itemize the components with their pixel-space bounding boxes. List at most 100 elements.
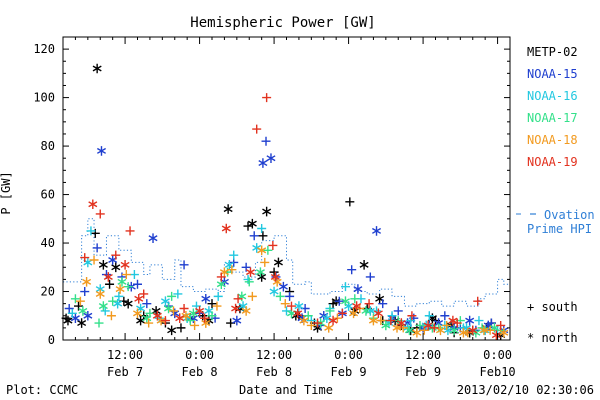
noaa-17-south-point: [108, 296, 118, 306]
noaa-18-north-point: [257, 245, 267, 256]
x-tick-date: Feb 9: [405, 365, 441, 379]
noaa-17-north-point: [449, 325, 459, 336]
legend-entry: NOAA-18: [527, 133, 578, 147]
noaa-15-north-point: [170, 308, 180, 319]
noaa-19-south-point: [286, 301, 296, 311]
metp-02-north-point: [98, 260, 108, 270]
noaa-19-south-point: [364, 299, 374, 309]
noaa-18-north-point: [368, 315, 378, 326]
noaa-19-south-point: [313, 318, 323, 328]
metp-02-north-point: [273, 257, 283, 268]
legend-entry: METP-02: [527, 45, 578, 59]
noaa-17-north-point: [188, 308, 198, 319]
noaa-19-south-point: [95, 209, 105, 219]
noaa-18-north-point: [95, 289, 105, 299]
noaa-17-north-point: [404, 325, 414, 336]
noaa-19-north-point: [103, 272, 113, 282]
noaa-16-south-point: [229, 250, 239, 260]
x-tick-date: Feb 7: [107, 365, 143, 379]
noaa-15-south-point: [249, 231, 259, 241]
noaa-19-south-point: [80, 253, 90, 263]
noaa-16-south-point: [86, 226, 96, 236]
metp-02-north-point: [123, 298, 133, 309]
footer-timestamp: 2013/02/10 02:30:06: [457, 383, 594, 397]
noaa-17-south-point: [263, 245, 273, 255]
noaa-19-south-point: [337, 308, 347, 318]
legend-entry: NOAA-16: [527, 89, 578, 103]
data-points: [61, 63, 509, 340]
metp-02-north-point: [223, 204, 233, 214]
noaa-17-south-point: [207, 311, 217, 321]
y-tick-label: 60: [41, 188, 55, 202]
noaa-19-north-point: [152, 310, 162, 321]
noaa-18-north-point: [181, 310, 191, 321]
noaa-15-north-point: [266, 153, 276, 163]
noaa-15-north-point: [232, 315, 242, 326]
metp-02-north-point: [111, 262, 121, 273]
x-tick-time: 12:00: [405, 348, 441, 362]
noaa-17-north-point: [255, 267, 265, 277]
noaa-15-south-point: [378, 299, 388, 309]
noaa-17-north-point: [381, 320, 391, 331]
legend-symbol-note: + south: [527, 300, 578, 314]
footer-credit: Plot: CCMC: [6, 383, 78, 397]
x-axis: 12:00 Feb 7 0:00 Feb 8 12:00 Feb 8 0:00 Feb 9 12…: [62, 37, 516, 379]
noaa-17-north-point: [142, 313, 152, 323]
noaa-16-south-point: [387, 311, 397, 321]
noaa-18-north-point: [499, 327, 509, 338]
noaa-18-south-point: [106, 311, 116, 321]
noaa-18-north-point: [435, 325, 445, 336]
noaa-15-south-point: [92, 243, 102, 253]
noaa-19-north-point: [120, 260, 130, 270]
noaa-18-north-point: [412, 327, 422, 338]
noaa-18-south-point: [376, 316, 386, 326]
y-axis: 0 20 40 60 80 100 120: [33, 42, 510, 347]
legend: METP-02 NOAA-15 NOAA-16 NOAA-17 NOAA-18 NOAA-…: [516, 45, 595, 345]
noaa-16-south-point: [340, 282, 350, 292]
noaa-19-south-point: [233, 294, 243, 304]
noaa-15-north-point: [278, 281, 288, 292]
noaa-19-north-point: [328, 315, 338, 326]
noaa-16-south-point: [474, 316, 484, 326]
metp-02-south-point: [90, 228, 100, 238]
x-tick-time: 0:00: [185, 348, 214, 362]
noaa-16-south-point: [406, 316, 416, 326]
noaa-16-north-point: [113, 298, 123, 309]
noaa-18-north-point: [82, 277, 92, 287]
noaa-19-north-point: [245, 267, 255, 277]
noaa-18-north-point: [479, 325, 489, 336]
metp-02-north-point: [92, 63, 102, 74]
noaa-17-south-point: [123, 282, 133, 292]
noaa-16-south-point: [129, 270, 139, 280]
noaa-19-north-point: [195, 306, 205, 316]
noaa-19-north-point: [448, 315, 458, 326]
noaa-15-south-point: [142, 299, 152, 309]
metp-02-south-point: [176, 323, 186, 333]
noaa-17-south-point: [415, 320, 425, 330]
x-tick-date: Feb10: [480, 365, 516, 379]
noaa-15-south-point: [179, 260, 189, 270]
y-tick-label: 0: [48, 333, 55, 347]
noaa-17-north-point: [361, 306, 371, 316]
metp-02-south-point: [258, 231, 268, 241]
noaa-16-south-point: [424, 311, 434, 321]
noaa-15-south-point: [64, 303, 74, 313]
noaa-17-north-point: [78, 306, 88, 316]
noaa-19-south-point: [386, 316, 396, 326]
metp-02-north-point: [136, 315, 146, 326]
noaa-17-north-point: [117, 277, 127, 287]
noaa-17-north-point: [237, 291, 247, 302]
chart-title: Hemispheric Power [GW]: [190, 15, 375, 31]
noaa-18-south-point: [212, 301, 222, 311]
noaa-19-north-point: [175, 313, 185, 323]
noaa-16-north-point: [294, 301, 304, 311]
noaa-16-south-point: [213, 291, 223, 301]
noaa-19-north-point: [293, 308, 303, 319]
noaa-17-south-point: [325, 306, 335, 316]
x-tick-time: 0:00: [334, 348, 363, 362]
noaa-19-south-point: [407, 311, 417, 321]
noaa-15-south-point: [261, 136, 271, 146]
metp-02-north-point: [77, 318, 87, 328]
noaa-16-north-point: [160, 296, 170, 307]
noaa-18-south-point: [169, 306, 179, 316]
